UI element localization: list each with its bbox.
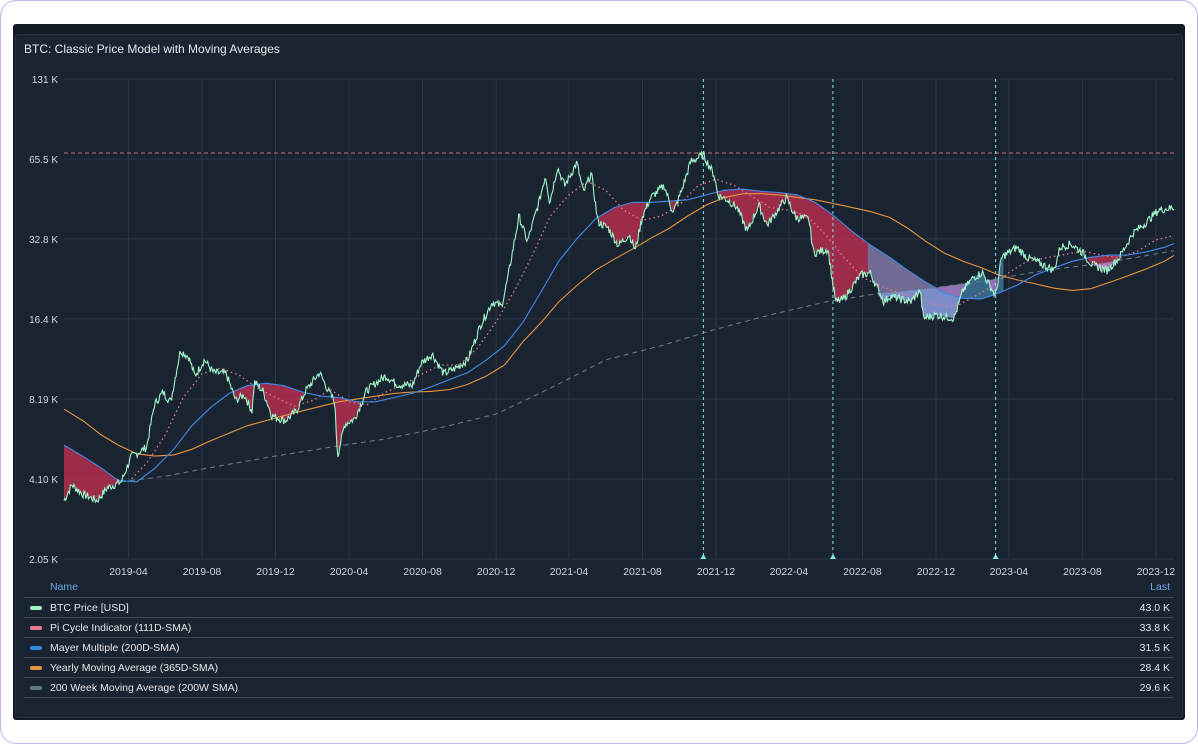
mayer-multiple-line — [63, 188, 1175, 483]
legend-swatch — [30, 646, 42, 650]
below-mayer-fill — [257, 383, 305, 421]
legend-header-name[interactable]: Name — [50, 581, 79, 593]
below-mayer-fill — [599, 202, 648, 250]
vertical-marker-triangle — [992, 554, 999, 559]
x-tick-label: 2019-08 — [183, 566, 222, 578]
legend-row-pi-cycle[interactable]: Pi Cycle Indicator (111D-SMA) 33.8 K — [24, 618, 1174, 638]
legend-swatch — [30, 606, 42, 610]
below-mayer-fill — [333, 397, 361, 451]
legend-series-name: Pi Cycle Indicator (111D-SMA) — [50, 622, 192, 634]
x-tick-label: 2023-08 — [1063, 566, 1102, 578]
legend-header-last[interactable]: Last — [1150, 581, 1170, 593]
dashboard-container: BTC: Classic Price Model with Moving Ave… — [13, 24, 1185, 720]
legend-series-last: 43.0 K — [1139, 602, 1170, 614]
y-tick-label: 16.4 K — [29, 315, 58, 326]
legend-series-name: 200 Week Moving Average (200W SMA) — [50, 682, 239, 694]
legend-swatch — [30, 666, 42, 670]
legend-series-last: 31.5 K — [1139, 642, 1170, 654]
legend-series-last: 33.8 K — [1139, 622, 1170, 634]
x-tick-label: 2022-08 — [843, 566, 882, 578]
legend-row-200w-ma[interactable]: 200 Week Moving Average (200W SMA) 29.6 … — [24, 678, 1174, 698]
x-tick-label: 2020-04 — [330, 566, 369, 578]
x-tick-label: 2020-12 — [477, 566, 516, 578]
legend-table: Name Last BTC Price [USD] 43.0 K Pi Cycl… — [24, 579, 1174, 698]
vertical-marker-triangle — [700, 554, 707, 559]
legend-series-last: 29.6 K — [1139, 682, 1170, 694]
y-tick-label: 65.5 K — [29, 155, 58, 166]
legend-series-name: Mayer Multiple (200D-SMA) — [50, 642, 180, 654]
200w-ma-line — [121, 250, 1175, 483]
legend-series-last: 28.4 K — [1139, 662, 1170, 674]
x-tick-label: 2023-12 — [1137, 566, 1176, 578]
x-tick-label: 2023-04 — [990, 566, 1029, 578]
x-tick-label: 2019-04 — [109, 566, 148, 578]
legend-row-btc-price[interactable]: BTC Price [USD] 43.0 K — [24, 598, 1174, 618]
y-tick-label: 131 K — [32, 75, 58, 86]
legend-series-name: BTC Price [USD] — [50, 602, 129, 614]
y-tick-label: 2.05 K — [29, 555, 58, 566]
legend-series-name: Yearly Moving Average (365D-SMA) — [50, 662, 219, 674]
legend-header: Name Last — [24, 579, 1174, 598]
below-mayer-fill — [233, 384, 254, 411]
legend-row-mayer-multiple[interactable]: Mayer Multiple (200D-SMA) 31.5 K — [24, 638, 1174, 658]
x-tick-label: 2022-04 — [770, 566, 809, 578]
chart-panel: BTC: Classic Price Model with Moving Ave… — [15, 34, 1183, 718]
vertical-marker-triangle — [829, 554, 836, 559]
x-tick-label: 2022-12 — [917, 566, 956, 578]
below-200w-fill — [1092, 261, 1115, 271]
price-chart[interactable]: 2.05 K 4.10 K 8.19 K 16.4 K 32.8 K 65.5 K 131 … — [16, 35, 1182, 580]
x-tick-label: 2021-04 — [550, 566, 589, 578]
x-tick-label: 2021-12 — [697, 566, 736, 578]
y-tick-label: 4.10 K — [29, 475, 58, 486]
pi-cycle-line — [128, 178, 1175, 483]
below-200w-fill — [987, 278, 997, 295]
y-tick-label: 32.8 K — [29, 235, 58, 246]
legend-swatch — [30, 686, 42, 690]
yearly-ma-line — [63, 193, 1175, 457]
legend-row-yearly-ma[interactable]: Yearly Moving Average (365D-SMA) 28.4 K — [24, 658, 1174, 678]
x-tick-label: 2020-08 — [403, 566, 442, 578]
chart-title: BTC: Classic Price Model with Moving Ave… — [24, 42, 280, 56]
legend-swatch — [30, 626, 42, 630]
x-tick-label: 2019-12 — [256, 566, 295, 578]
x-tick-label: 2021-08 — [623, 566, 662, 578]
btc-price-line — [63, 150, 1175, 504]
below-mayer-fill — [64, 445, 120, 501]
below-mayer-fill — [669, 200, 677, 214]
y-tick-label: 8.19 K — [29, 395, 58, 406]
